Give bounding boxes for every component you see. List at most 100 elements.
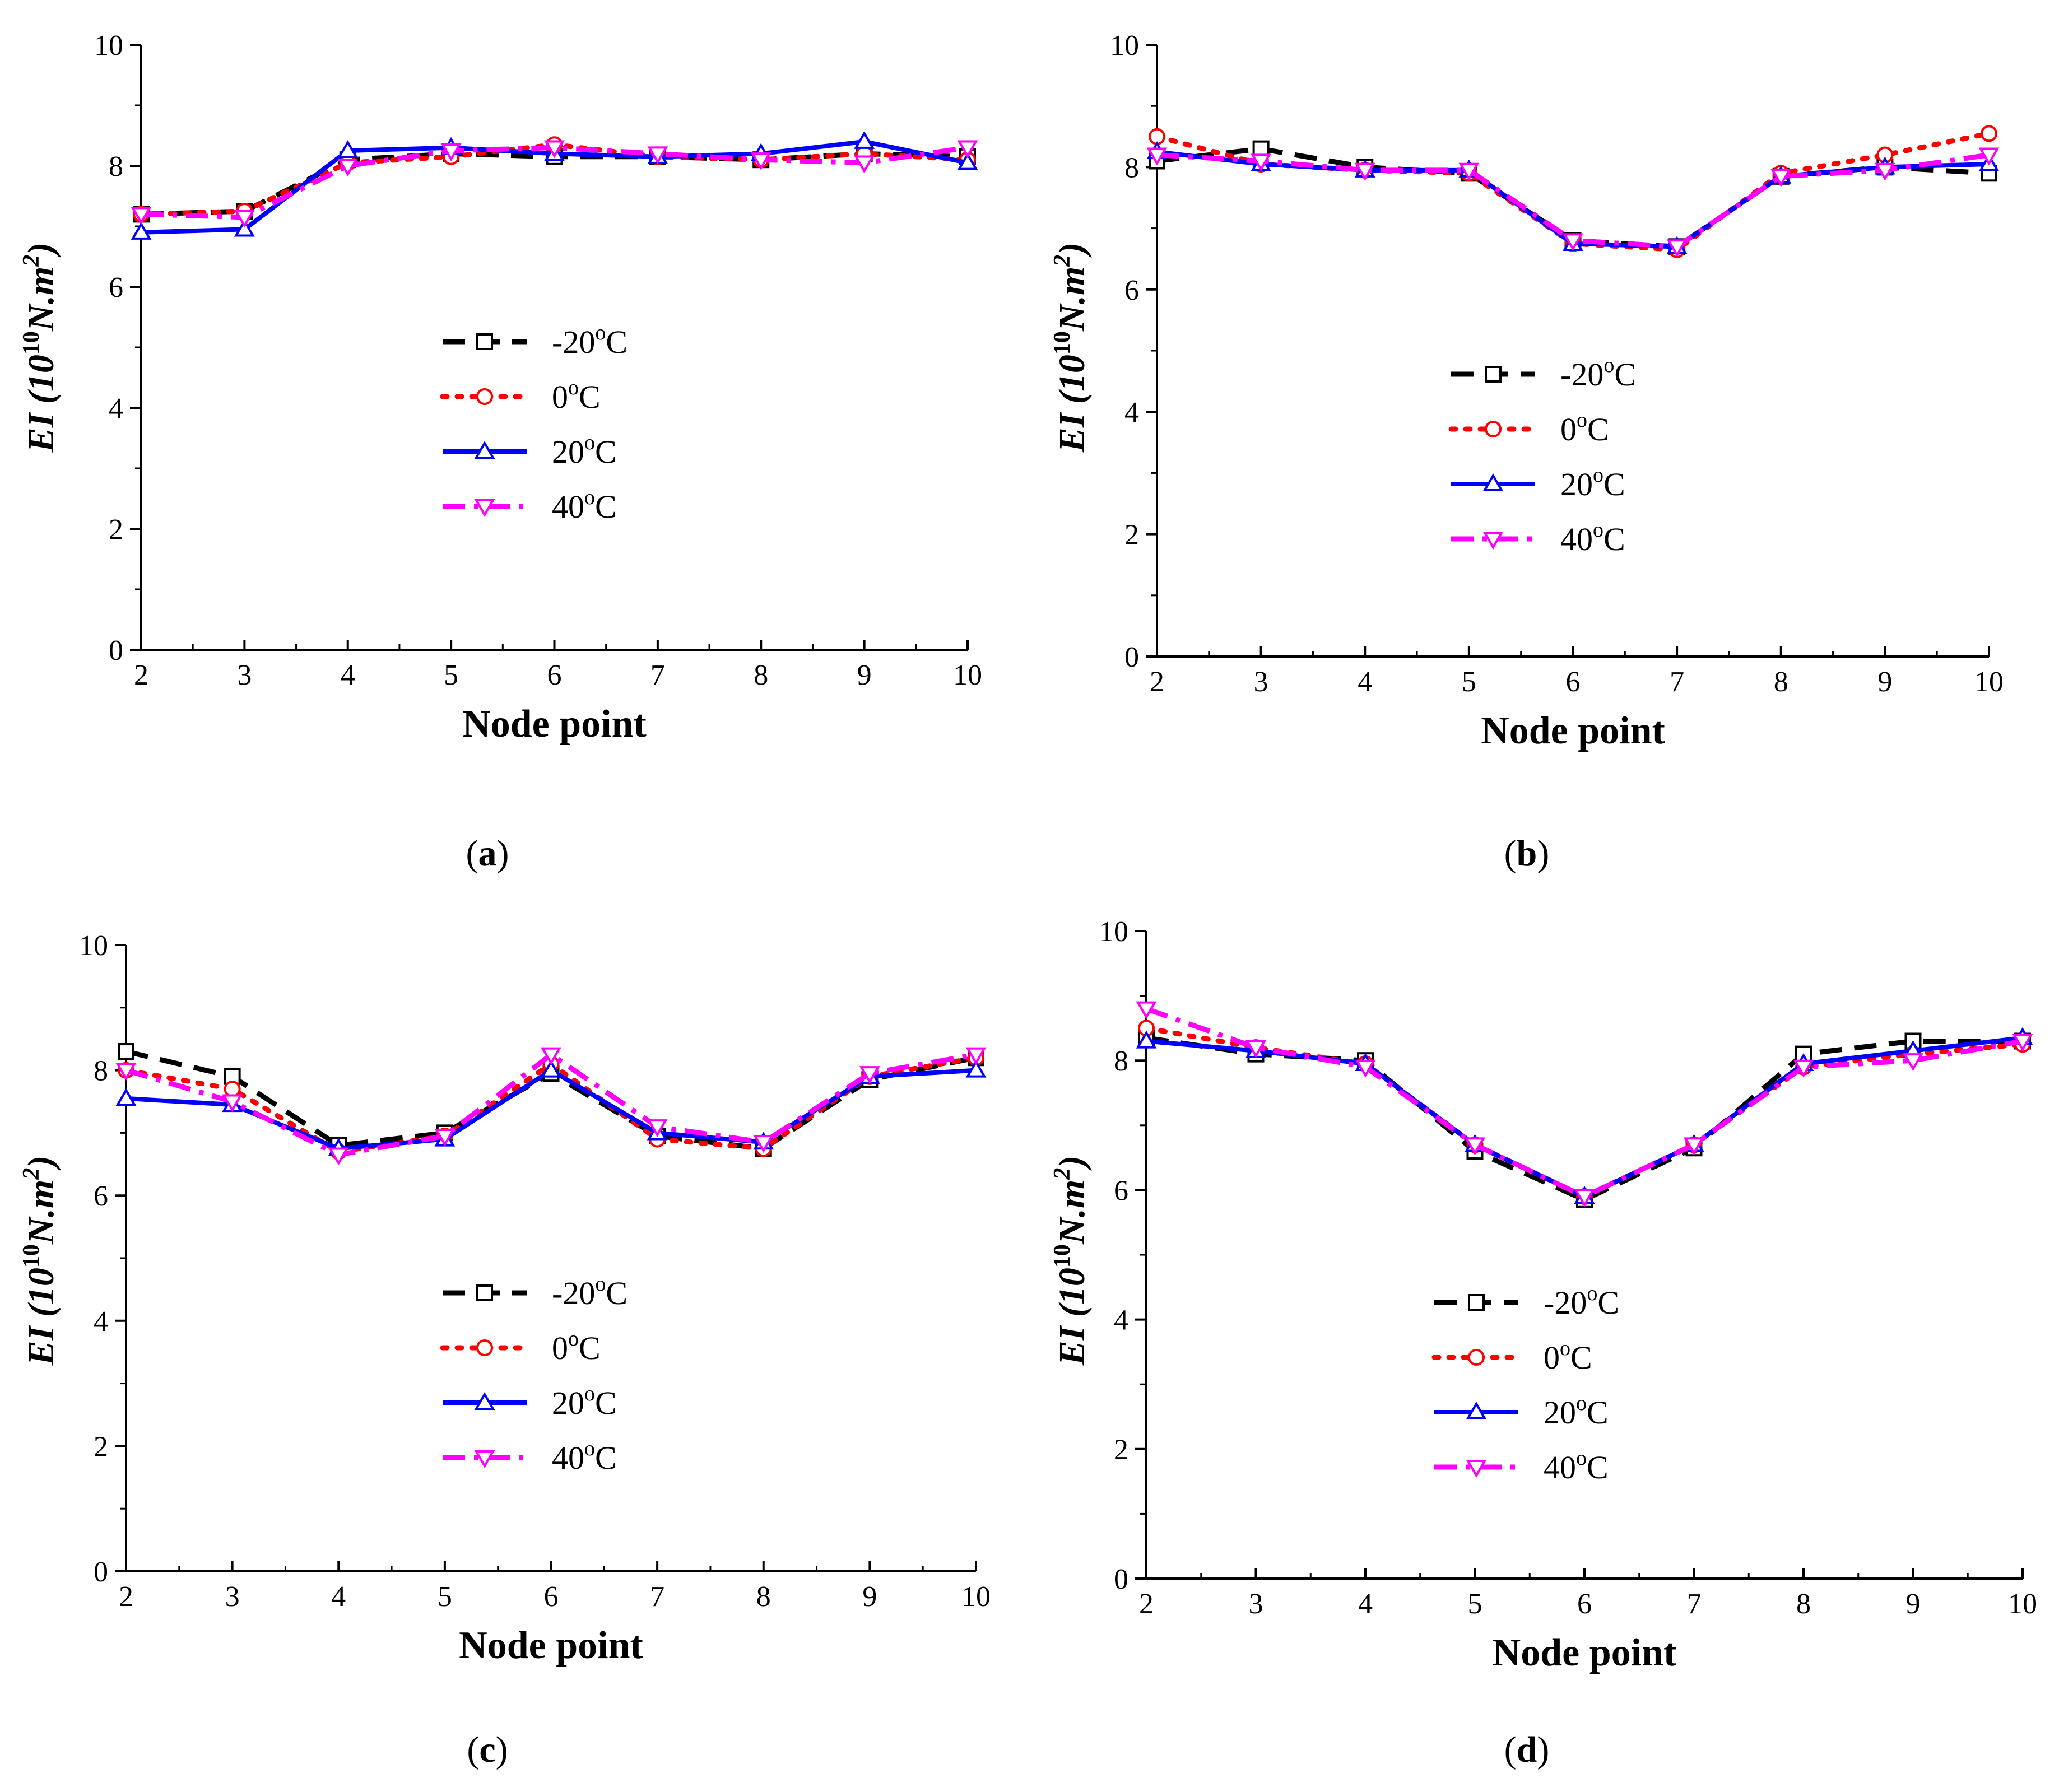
y-title-suffix: ) xyxy=(21,243,62,258)
legend-unit: C xyxy=(579,1330,601,1366)
y-title-unit-exponent: 2 xyxy=(1049,255,1075,267)
legend-unit: C xyxy=(595,1440,617,1476)
caption-close: ) xyxy=(497,833,509,874)
legend-label: 40oC xyxy=(552,1437,617,1476)
x-axis-title: Node point xyxy=(1493,1631,1677,1674)
legend-unit: C xyxy=(1597,1284,1619,1321)
y-title-unit-exponent: 2 xyxy=(1049,1168,1075,1180)
x-tick-label: 8 xyxy=(756,1581,771,1613)
data-point xyxy=(647,1119,668,1138)
y-tick-label: 0 xyxy=(1114,1563,1128,1595)
y-title-suffix: ) xyxy=(1052,1156,1093,1171)
legend-value: 20 xyxy=(1544,1394,1576,1431)
caption-open: ( xyxy=(467,1729,479,1770)
y-axis-title: EI (1010N.m2) xyxy=(18,243,62,453)
y-title-exponent: 10 xyxy=(18,1244,44,1268)
y-title-unit-exponent: 2 xyxy=(18,255,44,267)
legend-label: 20oC xyxy=(552,431,617,470)
legend-value: 0 xyxy=(552,379,568,415)
legend-marker xyxy=(476,388,493,405)
y-tick-label: 2 xyxy=(94,1431,108,1463)
data-point xyxy=(1465,1137,1485,1156)
panel-caption: (b) xyxy=(1504,833,1550,874)
legend-unit: C xyxy=(595,488,617,525)
series-line xyxy=(1145,1006,2023,1199)
x-tick-label: 5 xyxy=(444,659,458,691)
x-tick-label: 10 xyxy=(2008,1588,2037,1620)
caption-open: ( xyxy=(1504,833,1517,874)
x-tick-label: 6 xyxy=(1577,1588,1592,1620)
y-tick-label: 6 xyxy=(1124,274,1139,306)
legend-label: 0oC xyxy=(1544,1337,1592,1376)
data-point xyxy=(750,152,771,171)
legend-label: -20oC xyxy=(552,321,628,360)
y-axis-title: EI (1010N.m2) xyxy=(1049,243,1093,453)
data-point xyxy=(1770,169,1792,187)
x-tick-label: 5 xyxy=(1468,1588,1482,1620)
legend-degree: o xyxy=(584,486,595,509)
legend-value: 40 xyxy=(1544,1449,1576,1486)
x-tick-label: 4 xyxy=(341,659,355,691)
y-tick-label: 8 xyxy=(1124,152,1139,184)
data-point xyxy=(1146,147,1168,166)
y-tick-label: 8 xyxy=(1114,1045,1128,1077)
data-point xyxy=(440,143,462,161)
legend-label: 0oC xyxy=(552,376,601,415)
data-point xyxy=(115,1063,137,1081)
x-tick-label: 2 xyxy=(1150,666,1164,698)
data-point xyxy=(1793,1059,1814,1078)
y-tick-label: 8 xyxy=(94,1055,108,1087)
y-tick-label: 0 xyxy=(109,635,123,667)
data-point xyxy=(118,1043,134,1060)
legend-marker xyxy=(1466,1459,1487,1478)
data-point xyxy=(1252,140,1270,157)
series-line xyxy=(141,145,968,220)
legend-degree: o xyxy=(584,431,595,454)
y-tick-label: 10 xyxy=(94,30,123,62)
x-tick-label: 3 xyxy=(1254,666,1268,698)
data-point xyxy=(1574,1189,1595,1207)
series-0c xyxy=(1138,1020,2031,1205)
legend-unit: C xyxy=(1603,466,1625,502)
data-point xyxy=(965,1047,987,1065)
x-tick-label: 9 xyxy=(862,1581,877,1613)
data-point xyxy=(337,158,359,176)
x-tick-label: 7 xyxy=(650,1581,664,1613)
y-title-unit: N.m xyxy=(21,267,62,332)
series-line xyxy=(126,1068,977,1151)
data-point xyxy=(131,207,152,225)
y-tick-label: 10 xyxy=(1110,30,1139,62)
x-tick-label: 5 xyxy=(438,1581,452,1613)
caption-letter: c xyxy=(479,1729,495,1770)
legend-unit: C xyxy=(595,1385,617,1421)
y-title-prefix: EI (10 xyxy=(21,1268,62,1366)
x-axis-title: Node point xyxy=(1481,709,1665,752)
y-tick-label: 4 xyxy=(1124,397,1139,429)
data-point xyxy=(234,218,255,237)
legend-marker xyxy=(474,1392,495,1411)
legend-value: 20 xyxy=(552,1385,584,1421)
legend-degree: o xyxy=(584,1437,595,1460)
y-title-prefix: EI (10 xyxy=(1052,1268,1093,1366)
y-tick-label: 6 xyxy=(109,272,123,304)
caption-close: ) xyxy=(496,1729,508,1770)
y-tick-label: 4 xyxy=(94,1306,108,1338)
x-tick-label: 3 xyxy=(225,1581,240,1613)
series-line xyxy=(125,1052,977,1158)
legend-label: 40oC xyxy=(1544,1446,1609,1486)
legend-degree: o xyxy=(1587,1282,1597,1305)
legend-degree: o xyxy=(1593,518,1603,542)
legend-value: 0 xyxy=(552,1330,568,1366)
data-point xyxy=(1355,1059,1376,1078)
y-tick-label: 0 xyxy=(94,1556,108,1588)
legend-unit: C xyxy=(606,1275,628,1311)
legend-degree: o xyxy=(1560,1337,1570,1360)
legend-unit: C xyxy=(1587,411,1609,448)
y-tick-label: 4 xyxy=(1114,1305,1128,1337)
